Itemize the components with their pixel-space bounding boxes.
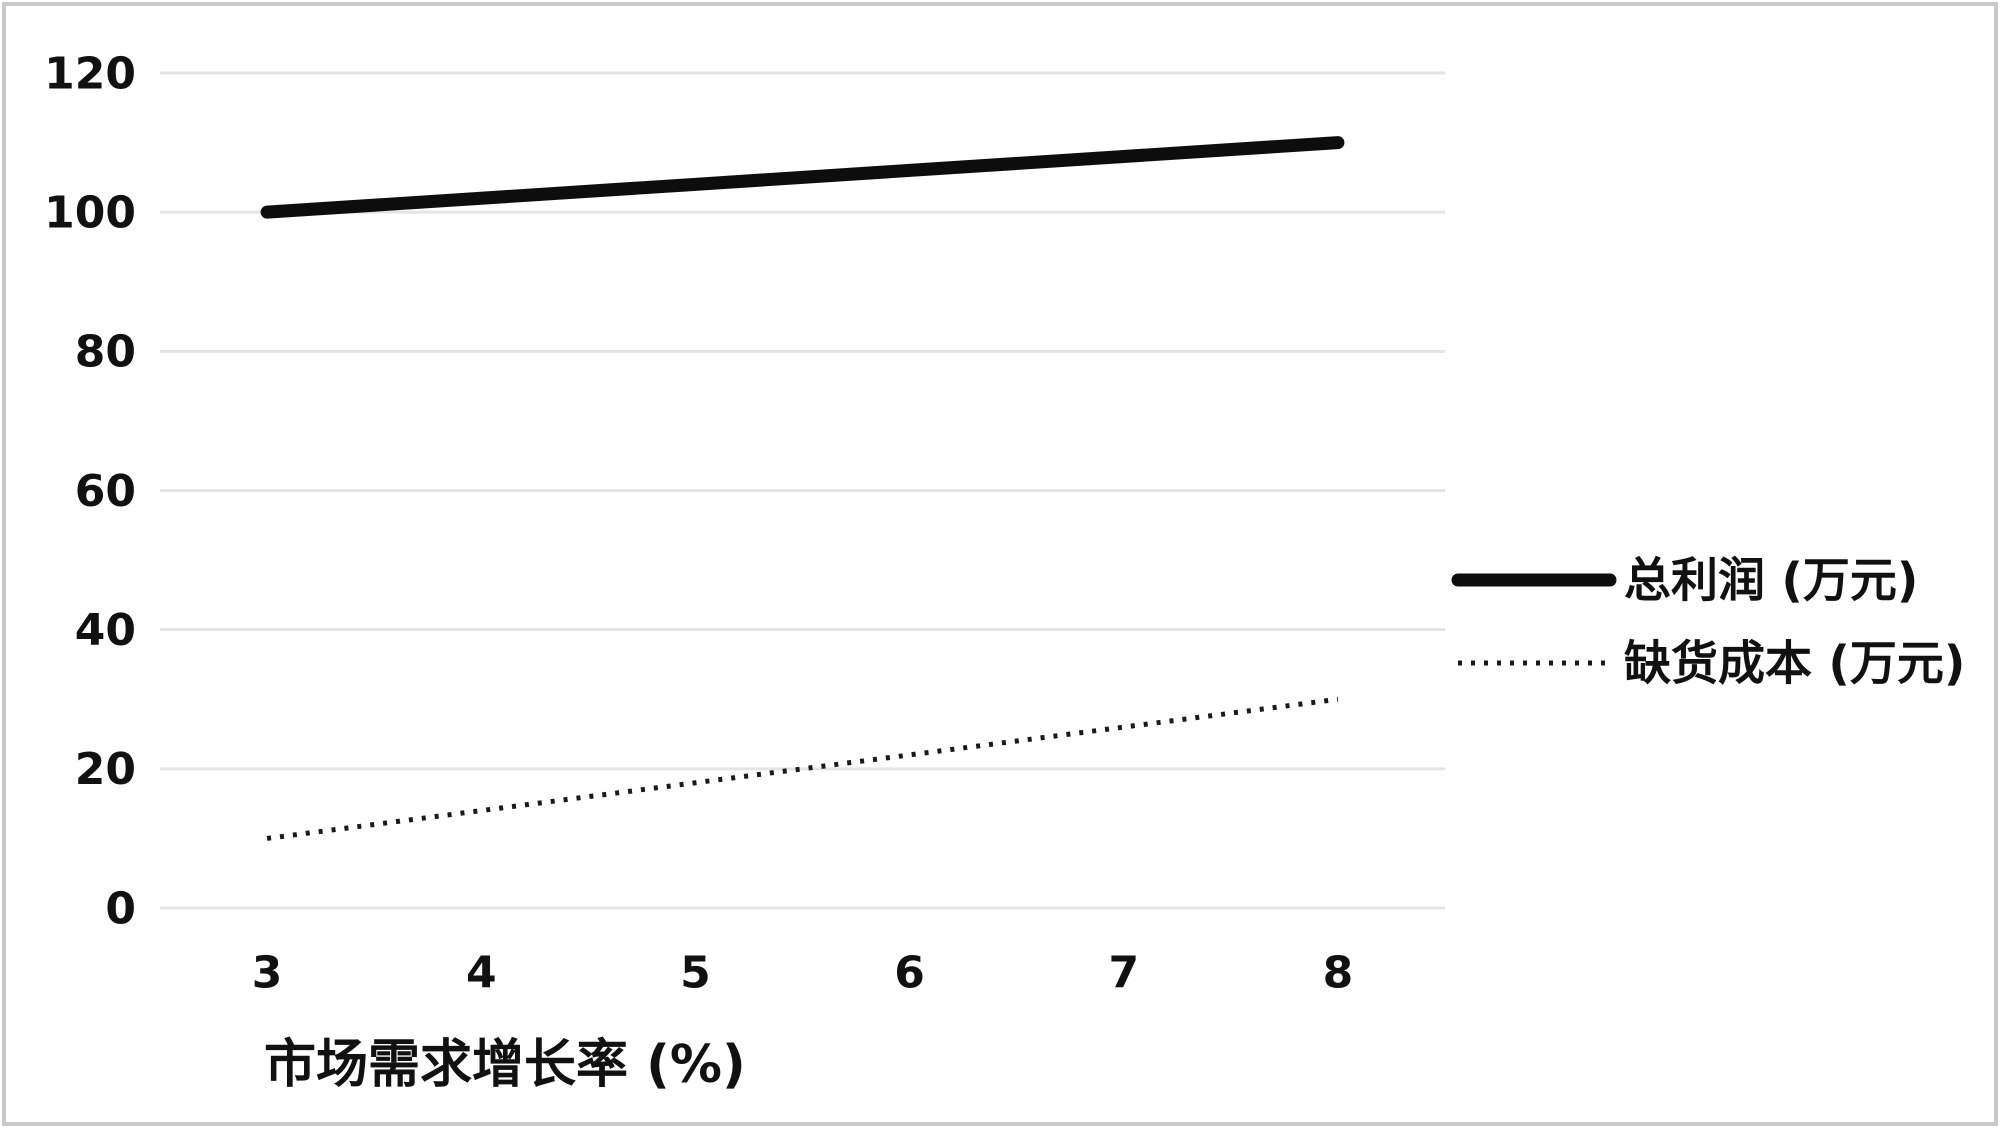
legend-item-1: 缺货成本 (万元) xyxy=(1458,636,1965,691)
x-tick-label-6: 6 xyxy=(894,947,925,998)
series-group xyxy=(260,136,1345,841)
x-tick-label-3: 3 xyxy=(252,947,283,998)
legend-item-0: 总利润 (万元) xyxy=(1451,553,1918,608)
series-line-1 xyxy=(266,696,1339,841)
y-tick-label-20: 20 xyxy=(75,744,136,795)
y-tick-label-100: 100 xyxy=(44,188,136,239)
legend-label-1: 缺货成本 (万元) xyxy=(1624,636,1965,691)
x-axis-title: 市场需求增长率 (%) xyxy=(264,1035,746,1095)
x-axis-tick-labels: 3 4 5 6 7 8 xyxy=(252,947,1353,998)
legend-label-0: 总利润 (万元) xyxy=(1624,553,1918,608)
y-tick-label-80: 80 xyxy=(75,327,136,378)
x-tick-label-5: 5 xyxy=(680,947,711,998)
y-tick-label-120: 120 xyxy=(44,48,136,99)
x-tick-label-8: 8 xyxy=(1323,947,1354,998)
x-tick-label-7: 7 xyxy=(1108,947,1139,998)
x-tick-label-4: 4 xyxy=(466,947,497,998)
series-line-0 xyxy=(260,136,1345,219)
y-tick-label-60: 60 xyxy=(75,466,136,517)
gridlines-group xyxy=(160,71,1445,910)
y-tick-label-0: 0 xyxy=(105,883,136,934)
y-tick-label-40: 40 xyxy=(75,605,136,656)
y-axis-tick-labels: 0 20 40 60 80 100 120 xyxy=(44,48,136,934)
legend: 总利润 (万元) 缺货成本 (万元) xyxy=(1451,553,1965,691)
